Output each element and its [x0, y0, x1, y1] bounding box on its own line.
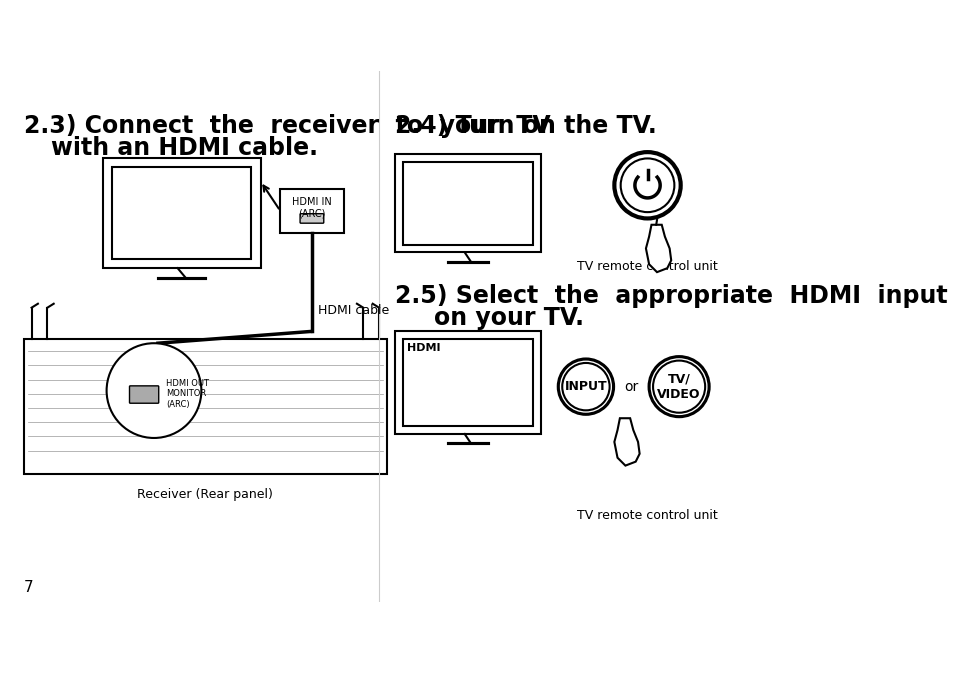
Text: HDMI cable: HDMI cable	[318, 304, 389, 317]
Text: Receiver (Rear panel): Receiver (Rear panel)	[137, 488, 273, 501]
Circle shape	[653, 361, 704, 413]
FancyBboxPatch shape	[112, 167, 251, 258]
FancyBboxPatch shape	[280, 189, 343, 233]
Polygon shape	[645, 225, 671, 272]
Circle shape	[648, 357, 708, 417]
Text: TV remote control unit: TV remote control unit	[577, 260, 718, 273]
Circle shape	[558, 359, 613, 415]
Text: HDMI OUT
MONITOR
(ARC): HDMI OUT MONITOR (ARC)	[166, 379, 209, 409]
Circle shape	[620, 158, 674, 212]
Text: or: or	[624, 380, 639, 394]
Circle shape	[561, 363, 609, 411]
FancyBboxPatch shape	[395, 153, 540, 252]
FancyBboxPatch shape	[402, 162, 533, 244]
Text: 2.4) Turn on the TV.: 2.4) Turn on the TV.	[395, 114, 656, 138]
Text: TV remote control unit: TV remote control unit	[577, 509, 718, 522]
Text: TV/
VIDEO: TV/ VIDEO	[657, 373, 700, 400]
FancyBboxPatch shape	[130, 386, 158, 403]
Text: HDMI: HDMI	[406, 343, 439, 353]
Circle shape	[614, 152, 680, 219]
Text: on your TV.: on your TV.	[434, 306, 583, 330]
Text: 2.5) Select  the  appropriate  HDMI  input: 2.5) Select the appropriate HDMI input	[395, 284, 946, 308]
Circle shape	[107, 343, 201, 438]
FancyBboxPatch shape	[395, 331, 540, 434]
FancyBboxPatch shape	[103, 157, 260, 269]
Text: HDMI IN
(ARC): HDMI IN (ARC)	[292, 197, 332, 219]
Text: 7: 7	[24, 580, 33, 595]
Polygon shape	[614, 418, 639, 466]
Text: with an HDMI cable.: with an HDMI cable.	[51, 137, 318, 160]
Text: INPUT: INPUT	[564, 380, 607, 393]
FancyBboxPatch shape	[24, 339, 387, 474]
Text: 2.3) Connect  the  receiver  to  your  TV: 2.3) Connect the receiver to your TV	[24, 114, 550, 138]
FancyBboxPatch shape	[300, 214, 323, 223]
FancyBboxPatch shape	[402, 339, 533, 426]
